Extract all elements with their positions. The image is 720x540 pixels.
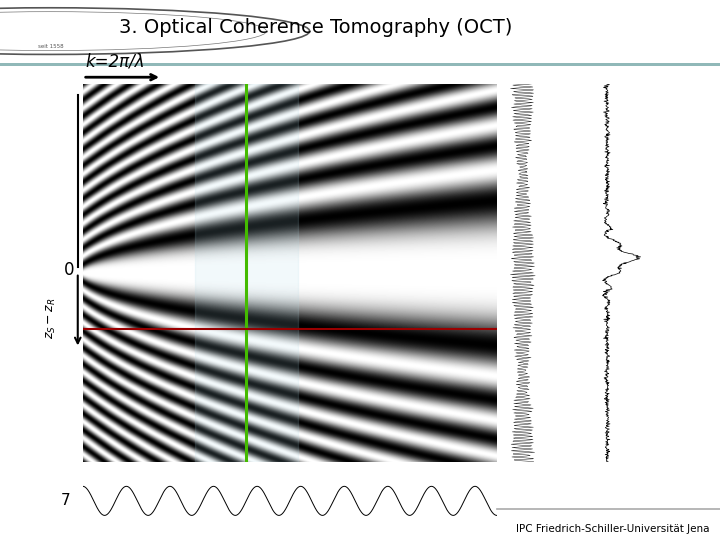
Bar [194, 84, 298, 462]
Text: k=2π/λ: k=2π/λ [85, 52, 145, 70]
Text: 7: 7 [61, 494, 71, 508]
Text: seit 1558: seit 1558 [37, 44, 63, 49]
Text: $z_S-z_R$: $z_S-z_R$ [45, 297, 58, 339]
Text: 0: 0 [63, 261, 74, 279]
Text: 3. Optical Coherence Tomography (OCT): 3. Optical Coherence Tomography (OCT) [119, 18, 512, 37]
Text: IPC Friedrich-Schiller-Universität Jena: IPC Friedrich-Schiller-Universität Jena [516, 523, 709, 534]
